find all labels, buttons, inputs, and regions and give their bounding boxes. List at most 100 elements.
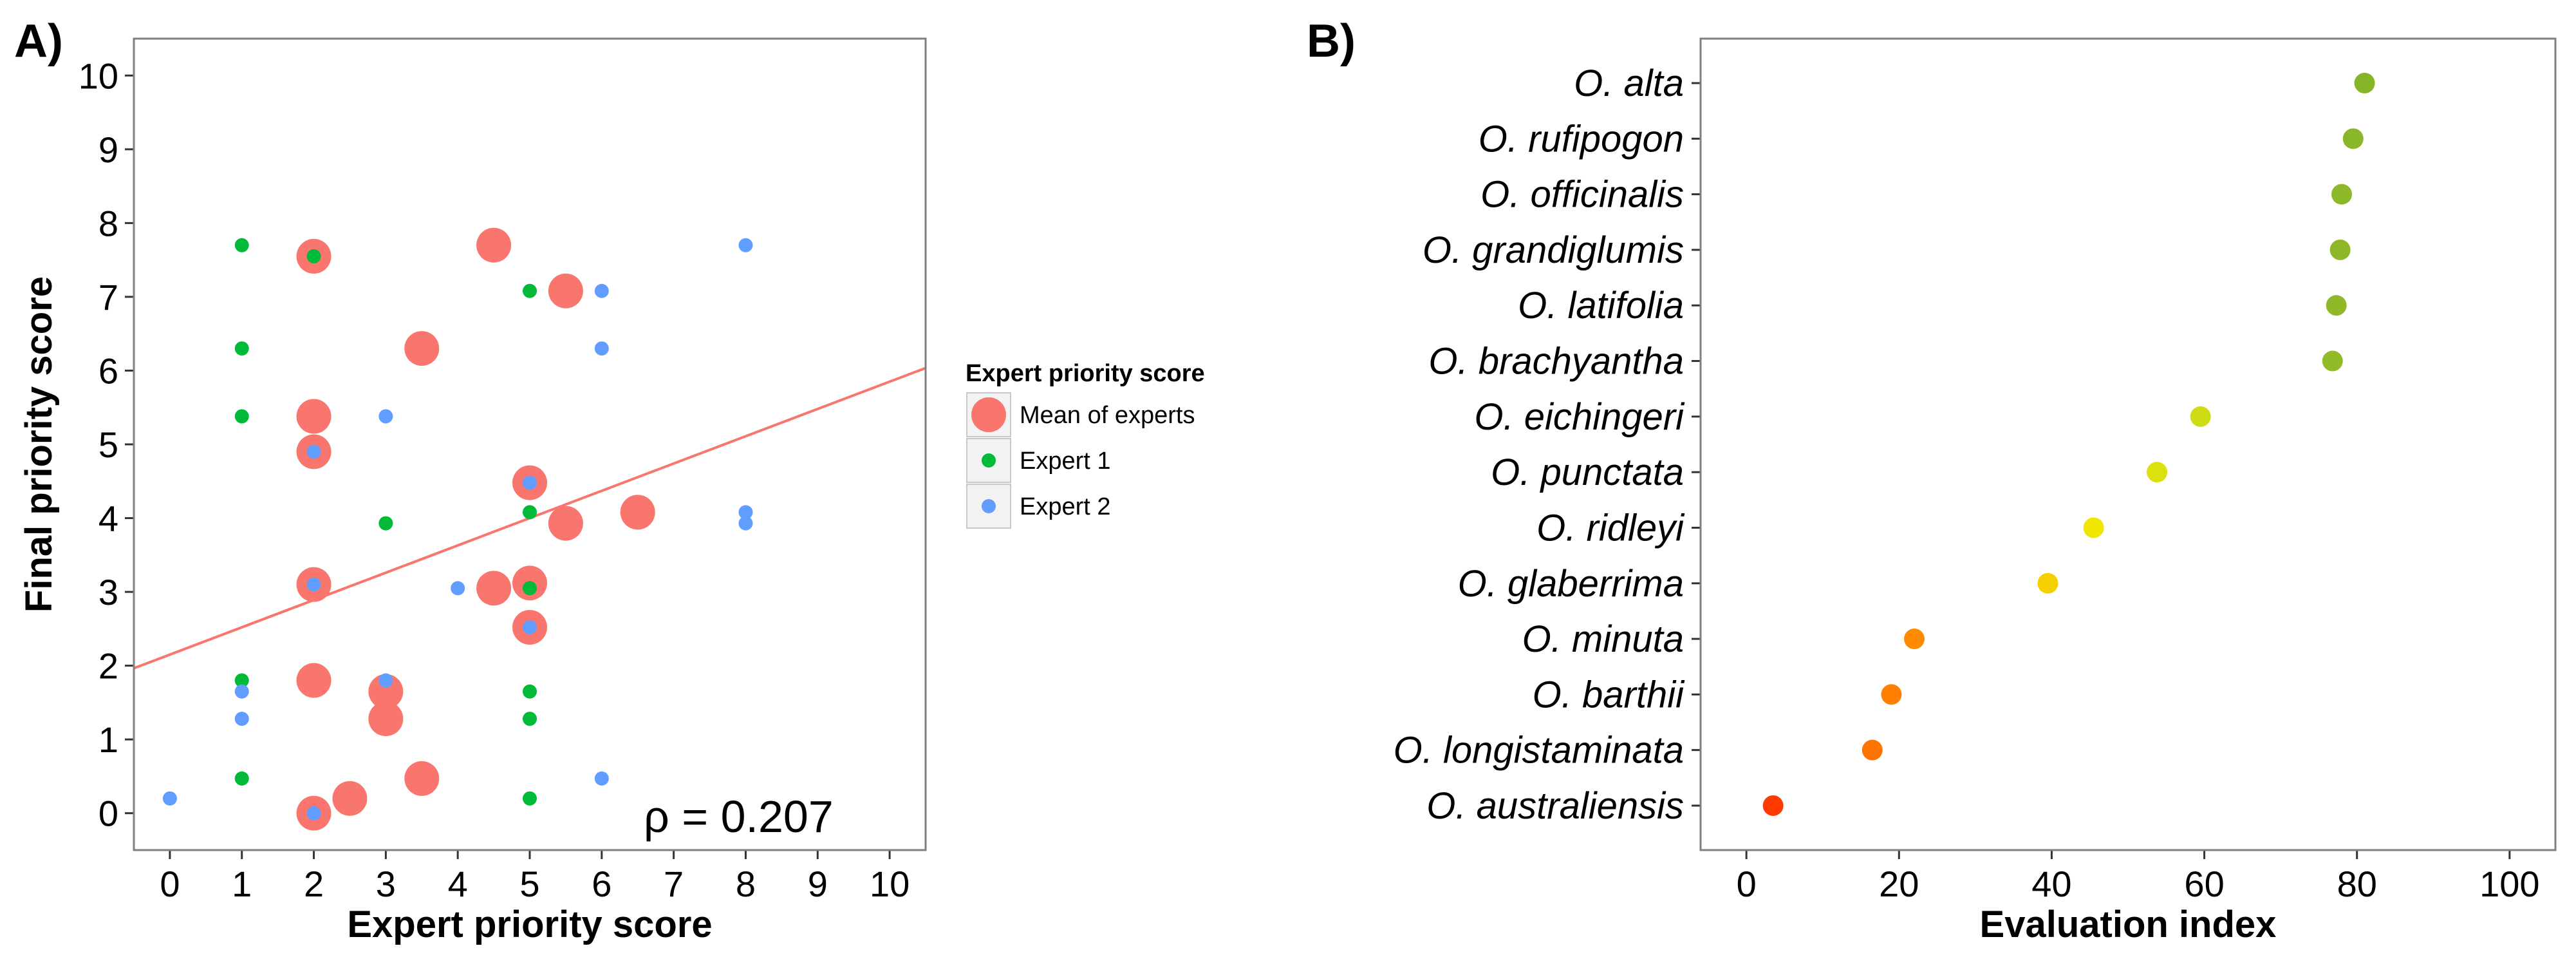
expert-2-point bbox=[523, 475, 537, 490]
species-label: O. rufipogon bbox=[1479, 118, 1684, 160]
panel-a-ticks: 0 1 2 3 4 5 6 7 8 9 10 0 1 2 3 4 5 6 7 8 9 10 bbox=[79, 55, 910, 904]
x-tick-label: 5 bbox=[519, 864, 539, 904]
expert-2-point bbox=[234, 684, 249, 699]
y-tick-label: 10 bbox=[79, 55, 118, 96]
mean-point bbox=[404, 331, 440, 366]
mean-point bbox=[476, 227, 512, 263]
expert-2-point bbox=[378, 673, 393, 688]
expert-1-point bbox=[523, 791, 537, 806]
expert-1-point bbox=[523, 684, 537, 699]
expert-2-point bbox=[306, 577, 321, 592]
evaluation-point bbox=[2190, 406, 2211, 427]
x-tick-label: 60 bbox=[2184, 864, 2224, 904]
species-label: O. officinalis bbox=[1480, 174, 1684, 216]
legend-items: Mean of experts Expert 1 Expert 2 bbox=[966, 392, 1195, 529]
panel-a-label: A) bbox=[14, 15, 63, 67]
panel-b: B) Evaluation index 0 20 40 60 80 100 O. alta O… bbox=[1307, 15, 2557, 945]
mean-point bbox=[368, 701, 404, 737]
panel-a-y-axis-title: Final priority score bbox=[18, 276, 60, 612]
expert-2-point bbox=[162, 791, 177, 806]
panel-b-label: B) bbox=[1307, 15, 1356, 67]
legend-key-symbol bbox=[971, 397, 1006, 432]
evaluation-point bbox=[2322, 350, 2343, 372]
evaluation-point bbox=[2329, 239, 2351, 260]
y-tick-label: 6 bbox=[98, 350, 118, 391]
expert-2-point bbox=[306, 806, 321, 820]
expert-2-point bbox=[594, 341, 609, 356]
x-tick-label: 80 bbox=[2337, 864, 2377, 904]
legend: Expert priority score Mean of experts Exp… bbox=[966, 360, 1205, 529]
evaluation-point bbox=[1904, 629, 1925, 650]
x-tick-label: 0 bbox=[160, 864, 180, 904]
y-tick-label: 7 bbox=[98, 277, 118, 317]
expert-2-point bbox=[594, 771, 609, 786]
expert-1-point bbox=[523, 581, 537, 596]
panel-a-x-axis-title: Expert priority score bbox=[347, 904, 712, 945]
evaluation-point bbox=[2326, 295, 2347, 316]
expert-1-point bbox=[234, 409, 249, 424]
mean-point bbox=[620, 495, 655, 530]
x-tick-label: 2 bbox=[304, 864, 324, 904]
evaluation-point bbox=[1881, 684, 1902, 705]
y-tick-label: 5 bbox=[98, 424, 118, 465]
expert-2-point bbox=[738, 505, 753, 520]
legend-key-symbol bbox=[982, 453, 996, 468]
evaluation-point bbox=[2083, 517, 2104, 538]
panel-a-data-layer bbox=[134, 227, 926, 831]
legend-item-label: Expert 2 bbox=[1020, 493, 1111, 520]
species-label: O. grandiglumis bbox=[1423, 229, 1684, 271]
x-tick-label: 3 bbox=[376, 864, 396, 904]
evaluation-point bbox=[2342, 128, 2364, 149]
mean-point bbox=[332, 781, 368, 816]
x-tick-label: 10 bbox=[870, 864, 910, 904]
expert-1-point bbox=[523, 283, 537, 298]
expert-2-point bbox=[451, 581, 465, 596]
x-tick-label: 7 bbox=[664, 864, 684, 904]
x-tick-label: 8 bbox=[736, 864, 756, 904]
x-tick-label: 100 bbox=[2479, 864, 2539, 904]
expert-2-point bbox=[523, 620, 537, 635]
y-tick-label: 0 bbox=[98, 793, 118, 834]
panel-b-plot-area bbox=[1699, 37, 2557, 851]
panel-b-x-axis-title: Evaluation index bbox=[1980, 904, 2277, 945]
panel-b-border bbox=[1699, 37, 2557, 851]
rho-annotation: ρ = 0.207 bbox=[644, 791, 834, 842]
y-tick-label: 8 bbox=[98, 203, 118, 243]
expert-1-point bbox=[234, 341, 249, 356]
species-label: O. latifolia bbox=[1518, 285, 1684, 327]
species-label: O. eichingeri bbox=[1474, 396, 1685, 438]
expert-1-point bbox=[306, 249, 321, 263]
evaluation-point bbox=[1862, 739, 1883, 761]
y-tick-label: 4 bbox=[98, 498, 118, 539]
expert-2-point bbox=[738, 238, 753, 252]
y-tick-label: 9 bbox=[98, 129, 118, 170]
evaluation-point bbox=[1762, 795, 1784, 816]
legend-item-label: Mean of experts bbox=[1020, 402, 1195, 429]
evaluation-point bbox=[2037, 573, 2058, 594]
expert-2-point bbox=[378, 409, 393, 424]
expert-2-point bbox=[594, 283, 609, 298]
legend-key-symbol bbox=[982, 499, 996, 513]
mean-point bbox=[476, 571, 512, 606]
evaluation-point bbox=[2147, 462, 2168, 483]
mean-point bbox=[404, 761, 440, 796]
x-tick-label: 20 bbox=[1879, 864, 1919, 904]
x-tick-label: 4 bbox=[448, 864, 468, 904]
species-label: O. ridleyi bbox=[1536, 507, 1685, 549]
x-tick-label: 1 bbox=[232, 864, 252, 904]
species-label: O. minuta bbox=[1522, 618, 1684, 660]
x-tick-label: 6 bbox=[592, 864, 611, 904]
x-tick-label: 0 bbox=[1737, 864, 1757, 904]
y-tick-label: 1 bbox=[98, 719, 118, 760]
expert-1-point bbox=[523, 505, 537, 520]
species-label: O. barthii bbox=[1533, 674, 1685, 715]
panel-a-border bbox=[133, 37, 927, 851]
expert-2-point bbox=[234, 712, 249, 726]
y-tick-label: 2 bbox=[98, 646, 118, 687]
panel-a: A) Final priority score Expert priority … bbox=[14, 15, 927, 945]
mean-point bbox=[548, 273, 583, 308]
x-tick-label: 9 bbox=[808, 864, 828, 904]
species-label: O. alta bbox=[1574, 62, 1684, 104]
expert-1-point bbox=[234, 238, 249, 252]
